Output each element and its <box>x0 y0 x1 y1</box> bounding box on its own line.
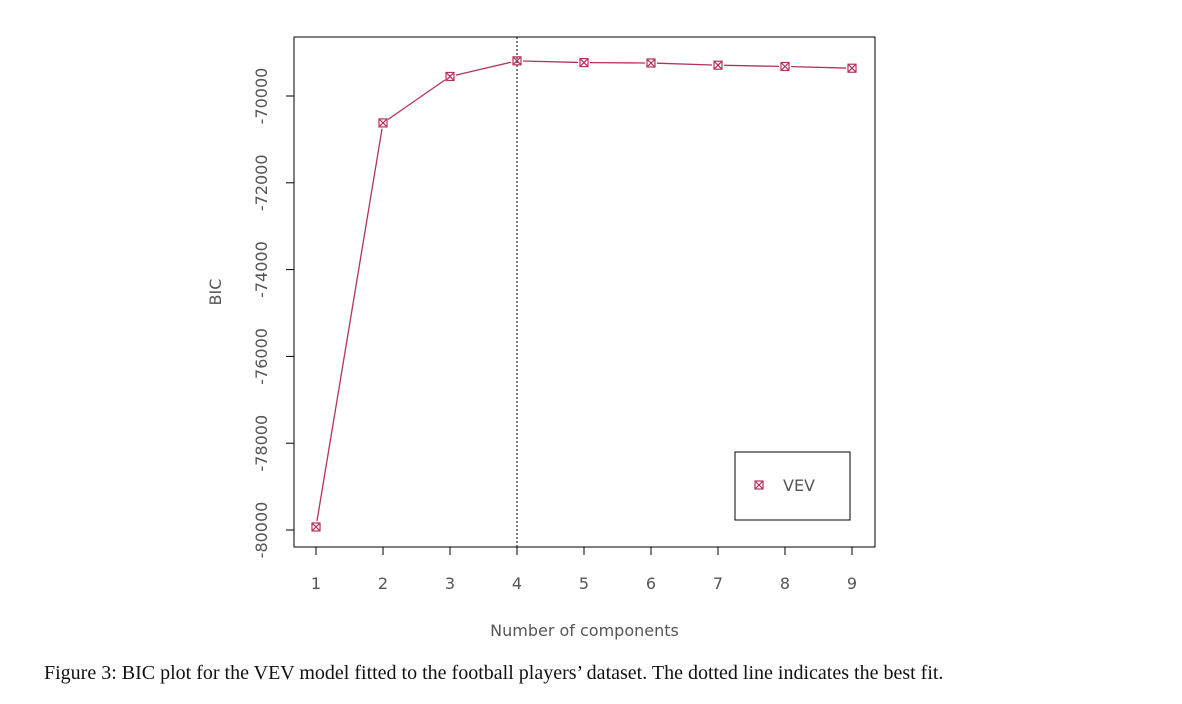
y-tick-label: -74000 <box>252 241 271 298</box>
data-point <box>713 60 723 70</box>
y-tick-label: -78000 <box>252 415 271 472</box>
x-tick-label: 1 <box>311 574 321 593</box>
series-segment <box>387 79 446 121</box>
x-tick-label: 9 <box>847 574 857 593</box>
legend-box <box>734 451 851 521</box>
figure-caption: Figure 3: BIC plot for the VEV model fit… <box>44 662 944 684</box>
legend: VEV <box>734 451 851 521</box>
y-tick-label: -70000 <box>252 68 271 125</box>
series-segment <box>455 61 512 76</box>
y-tick-label: -76000 <box>252 328 271 385</box>
data-point <box>378 118 388 128</box>
series-segment <box>316 128 383 522</box>
x-axis-label: Number of components <box>490 621 679 640</box>
x-axis: 1 2 3 4 5 6 7 8 9 <box>311 547 857 593</box>
data-point <box>579 57 589 68</box>
data-point <box>311 522 321 532</box>
x-tick-label: 8 <box>780 574 790 593</box>
series-segment <box>723 64 780 68</box>
x-tick-label: 5 <box>579 574 589 593</box>
y-tick-label: -72000 <box>252 154 271 211</box>
x-tick-label: 4 <box>512 574 522 593</box>
x-tick-label: 2 <box>378 574 388 593</box>
series-vev <box>311 56 857 532</box>
series-segment <box>656 62 713 66</box>
legend-marker-vev <box>754 480 764 490</box>
data-point <box>445 71 455 82</box>
y-tick-label: -80000 <box>252 502 271 559</box>
y-axis-label: BIC <box>206 279 225 306</box>
series-segment <box>790 65 847 69</box>
x-tick-label: 7 <box>713 574 723 593</box>
data-point <box>780 61 790 72</box>
data-point <box>512 56 522 66</box>
x-tick-label: 3 <box>445 574 455 593</box>
data-point <box>646 58 656 68</box>
plot-frame <box>293 36 876 548</box>
x-tick-label: 6 <box>646 574 656 593</box>
data-point <box>847 63 857 73</box>
series-segment <box>522 60 579 64</box>
y-axis: -80000 -78000 -76000 -74000 -72000 -70000 <box>252 68 294 559</box>
legend-label-vev: VEV <box>783 476 815 495</box>
